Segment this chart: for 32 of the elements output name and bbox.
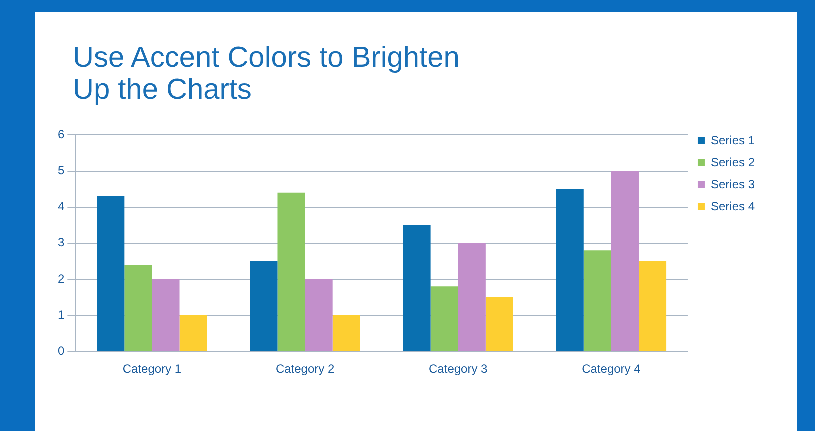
y-tick-label: 1 [58, 308, 65, 322]
bar [486, 298, 514, 352]
legend-label: Series 4 [710, 199, 756, 214]
x-tick-label: Category 2 [276, 362, 335, 376]
legend-label: Series 3 [710, 177, 756, 192]
bar [124, 265, 152, 352]
bar [403, 225, 431, 352]
bar [584, 250, 612, 352]
bar [430, 286, 458, 352]
y-tick-label: 0 [58, 344, 65, 358]
bar [250, 261, 278, 352]
y-tick-label: 2 [58, 272, 65, 286]
bar [152, 279, 180, 352]
x-tick-label: Category 3 [429, 362, 488, 376]
bar [638, 261, 667, 352]
chart-title: Use Accent Colors to Brighten Up the Charts [73, 42, 460, 106]
bar [556, 189, 584, 352]
x-tick-label: Category 1 [122, 362, 182, 376]
legend-label: Series 1 [710, 133, 756, 148]
bar [278, 192, 306, 352]
legend-label: Series 2 [710, 155, 756, 170]
y-tick-label: 4 [58, 200, 65, 214]
x-tick-label: Category 4 [582, 362, 642, 376]
bar [611, 171, 639, 352]
bar [180, 316, 208, 352]
bar [332, 316, 360, 352]
y-tick-label: 3 [58, 236, 65, 250]
bar [97, 196, 125, 352]
y-tick-label: 5 [58, 164, 65, 178]
y-tick-label: 6 [58, 128, 65, 142]
bar [305, 279, 333, 352]
bar [458, 243, 486, 352]
